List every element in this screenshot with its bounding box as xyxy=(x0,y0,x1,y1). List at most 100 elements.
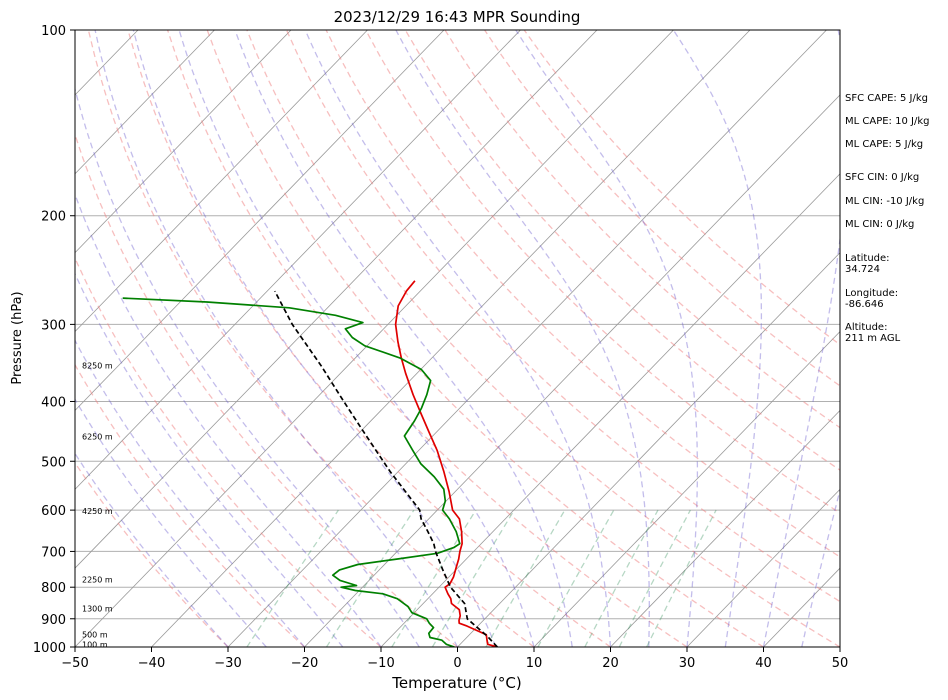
isotherm-line xyxy=(227,30,827,647)
dry-adiabat-line xyxy=(206,30,764,647)
y-tick-label: 400 xyxy=(41,395,66,410)
height-label: 4250 m xyxy=(82,507,113,516)
isotherm-line xyxy=(380,173,840,647)
moist-adiabat-line xyxy=(75,192,382,647)
dry-adiabat-line xyxy=(75,132,458,647)
thermo-background-lines xyxy=(75,30,840,647)
y-tick-label: 600 xyxy=(41,504,66,519)
y-tick-label: 700 xyxy=(41,545,66,560)
y-tick-label: 1000 xyxy=(33,641,66,656)
dry-adiabat-line xyxy=(246,30,840,647)
height-label: 500 m xyxy=(82,631,108,640)
y-axis-ticks: 1000 900 800 700 600 500 400 300 200 100 xyxy=(33,24,75,656)
isotherm-line xyxy=(304,94,840,647)
mixing-ratio-line xyxy=(431,509,515,647)
isotherm-line xyxy=(75,30,292,254)
moist-adiabat-line xyxy=(395,30,650,647)
x-axis-ticks: −50 −40 −30 −20 −10 0 10 20 30 40 50 xyxy=(61,647,848,671)
parcel-profile xyxy=(274,290,498,647)
mixing-ratio-line xyxy=(246,509,339,647)
y-axis-label: Pressure (hPa) xyxy=(10,291,25,384)
dry-adiabat-line xyxy=(75,461,229,647)
isotherm-line xyxy=(75,30,368,333)
x-axis-label: Temperature (°C) xyxy=(391,674,521,692)
moist-adiabat-line xyxy=(304,30,612,647)
isotherm-line xyxy=(533,330,840,647)
moist-adiabat-line xyxy=(178,30,535,647)
y-tick-label: 300 xyxy=(41,318,66,333)
isotherm-line xyxy=(457,252,840,647)
height-label: 6250 m xyxy=(82,433,113,442)
x-tick-label: 50 xyxy=(832,656,849,671)
x-tick-label: −40 xyxy=(138,656,165,671)
chart-title: 2023/12/29 16:43 MPR Sounding xyxy=(334,8,581,26)
moist-adiabat-line xyxy=(234,30,573,647)
x-tick-label: −30 xyxy=(214,656,241,671)
mixing-ratio-line xyxy=(325,509,415,647)
dry-adiabat-line xyxy=(365,30,840,514)
x-tick-label: −20 xyxy=(291,656,318,671)
stats-annotation: ML CIN: 0 J/kg xyxy=(845,219,915,230)
dry-adiabat-line xyxy=(75,363,305,647)
dewpoint-profile xyxy=(122,297,461,647)
sounding-profiles xyxy=(122,280,498,647)
mixing-ratio-line xyxy=(537,509,615,647)
mixing-ratio-line xyxy=(646,509,717,647)
isotherm-line xyxy=(75,30,674,647)
x-tick-label: −50 xyxy=(61,656,88,671)
moist-adiabat-line xyxy=(132,30,497,647)
moist-adiabat-line xyxy=(672,30,763,647)
isotherm-line xyxy=(686,488,840,647)
moist-adiabat-line xyxy=(762,30,840,647)
isotherm-line xyxy=(75,30,215,175)
moist-adiabat-line xyxy=(801,487,840,647)
moist-adiabat-line xyxy=(94,30,459,647)
mixing-ratio-line xyxy=(618,509,691,647)
stats-annotation: SFC CIN: 0 J/kg xyxy=(845,172,920,183)
y-tick-label: 900 xyxy=(41,613,66,628)
height-label: 2250 m xyxy=(82,576,113,585)
mixing-ratio-line xyxy=(485,509,566,647)
isotherm-line xyxy=(75,30,521,490)
height-label: 8250 m xyxy=(82,362,113,371)
dry-adiabat-line xyxy=(404,30,840,471)
height-label: 100 m xyxy=(82,640,108,649)
dry-adiabat-line xyxy=(87,30,535,647)
stats-annotation: SFC CAPE: 5 J/kg xyxy=(845,93,928,104)
moist-adiabat-line xyxy=(515,30,699,647)
x-tick-label: 40 xyxy=(755,656,772,671)
stats-annotation: ML CAPE: 10 J/kg xyxy=(845,116,930,127)
dry-adiabat-line xyxy=(325,30,840,558)
y-tick-label: 800 xyxy=(41,581,66,596)
isotherm-line xyxy=(75,30,445,411)
dry-adiabat-line xyxy=(166,30,688,647)
dry-adiabat-line xyxy=(127,30,611,647)
height-label: 1300 m xyxy=(82,604,113,613)
x-tick-label: 10 xyxy=(526,656,543,671)
isotherm-line xyxy=(151,30,751,647)
dry-adiabat-line xyxy=(444,30,840,429)
x-tick-label: −10 xyxy=(367,656,394,671)
y-tick-label: 500 xyxy=(41,455,66,470)
moist-adiabat-line xyxy=(75,86,420,647)
stats-annotation: Longitude: -86.646 xyxy=(845,288,899,310)
isotherm-line xyxy=(75,30,598,569)
stats-annotation: Latitude: 34.724 xyxy=(845,253,890,275)
stats-annotation: ML CIN: -10 J/kg xyxy=(845,196,925,207)
stats-annotation: Altitude: 211 m AGL xyxy=(845,322,901,344)
y-tick-label: 200 xyxy=(41,210,66,225)
dry-adiabat-line xyxy=(75,256,382,647)
y-tick-label: 100 xyxy=(41,24,66,39)
x-tick-label: 0 xyxy=(453,656,461,671)
x-tick-label: 20 xyxy=(602,656,619,671)
mixing-ratio-line xyxy=(584,509,659,647)
isotherm-line xyxy=(610,409,840,647)
dry-adiabat-line xyxy=(285,30,840,603)
mixing-ratio-line xyxy=(391,509,477,647)
moist-adiabat-line xyxy=(75,452,229,647)
moist-adiabat-line xyxy=(75,398,267,647)
stats-annotation: ML CAPE: 5 J/kg xyxy=(845,139,924,150)
temperature-profile xyxy=(394,280,498,647)
